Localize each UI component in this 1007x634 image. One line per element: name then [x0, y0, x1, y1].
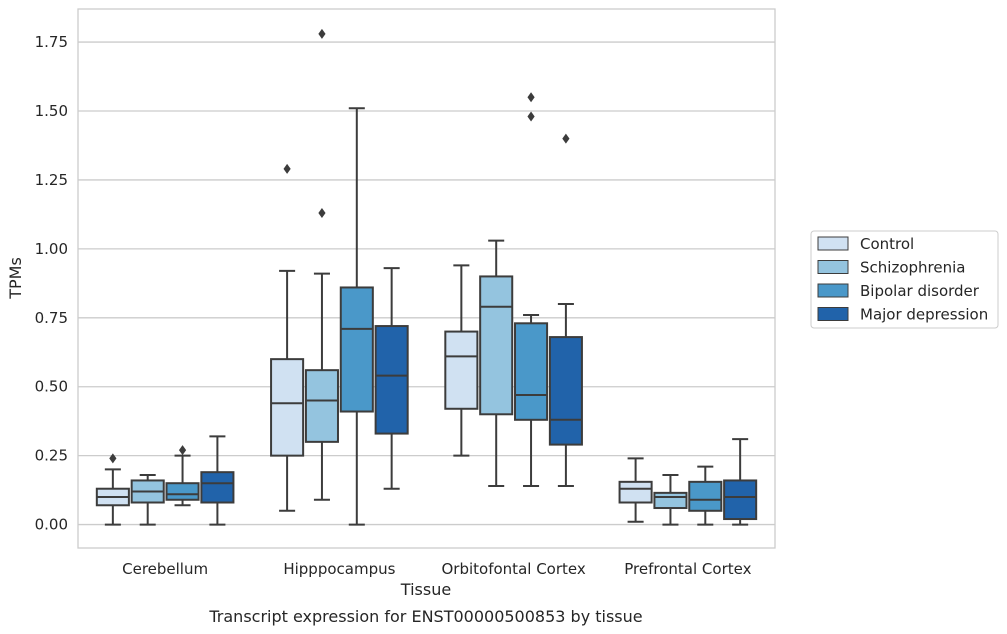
box-2-3 [548, 133, 583, 487]
x-tick-label: Orbitofontal Cortex [442, 560, 586, 578]
legend-swatch [817, 307, 849, 321]
outlier-point [562, 133, 570, 144]
box-0-2 [165, 445, 200, 507]
y-tick-label: 0.00 [35, 516, 68, 534]
box-0-1 [130, 473, 165, 526]
legend-label: Control [860, 235, 914, 253]
box-3-0 [618, 457, 653, 523]
box-iqr [165, 482, 200, 501]
y-tick-label: 0.75 [35, 309, 68, 327]
legend-label: Schizophrenia [860, 259, 965, 277]
outlier-point [527, 111, 535, 122]
legend-swatch [817, 260, 849, 274]
box-iqr [479, 275, 514, 416]
box-3-3 [723, 438, 758, 526]
box-iqr [270, 358, 305, 457]
box-1-0 [270, 163, 305, 512]
box-2-2 [514, 92, 549, 487]
y-tick-label: 1.75 [35, 33, 68, 51]
box-iqr [339, 286, 374, 413]
figure-caption: Transcript expression for ENST0000050085… [208, 607, 642, 626]
legend-label: Bipolar disorder [860, 282, 980, 300]
box-0-3 [200, 435, 235, 526]
box-iqr [304, 369, 339, 443]
x-tick-labels: Cerebellum Hipppocampus Orbitofontal Corte… [122, 560, 751, 578]
box-3-1 [653, 473, 688, 526]
y-axis-label: TPMs [6, 257, 25, 300]
box-2-0 [444, 264, 479, 457]
y-tick-labels: 0.00 0.25 0.50 0.75 1.00 1.25 1.50 1.75 [35, 33, 68, 533]
legend-swatch [817, 283, 849, 298]
legend: Control Schizophrenia Bipolar disorder Majo… [810, 230, 999, 329]
y-tick-label: 0.25 [35, 447, 68, 465]
y-tick-label: 1.50 [35, 102, 68, 120]
box-1-2 [339, 107, 374, 526]
outlier-point [283, 163, 291, 174]
box-2-1 [479, 239, 514, 487]
x-tick-label: Hipppocampus [283, 560, 395, 578]
box-iqr [548, 336, 583, 446]
box-iqr [444, 330, 479, 410]
box-iqr [723, 479, 758, 521]
y-tick-label: 1.25 [35, 171, 68, 189]
box-iqr [688, 480, 723, 512]
x-tick-label: Prefrontal Cortex [624, 560, 751, 578]
box-iqr [374, 325, 409, 435]
x-tick-label: Cerebellum [122, 560, 208, 578]
box-0-0 [95, 453, 130, 526]
x-axis-label: Tissue [400, 580, 451, 599]
plot-frame [77, 8, 776, 549]
outlier-point [318, 208, 326, 219]
box-1-3 [374, 267, 409, 490]
boxes [95, 28, 758, 526]
box-iqr [200, 471, 235, 504]
outlier-point [178, 445, 187, 456]
outlier-point [527, 92, 535, 103]
box-iqr [653, 491, 688, 510]
legend-items: Control Schizophrenia Bipolar disorder Majo… [817, 235, 988, 324]
outlier-point [318, 28, 326, 39]
box-3-2 [688, 465, 723, 526]
box-1-1 [304, 28, 339, 501]
y-tick-label: 0.50 [35, 378, 68, 396]
legend-label: Major depression [860, 306, 988, 324]
box-iqr [618, 480, 653, 504]
y-tick-label: 1.00 [35, 240, 68, 258]
box-iqr [514, 322, 549, 421]
legend-swatch [817, 236, 849, 251]
legend-frame [810, 230, 999, 329]
gridlines [78, 41, 775, 526]
outlier-point [109, 453, 117, 464]
